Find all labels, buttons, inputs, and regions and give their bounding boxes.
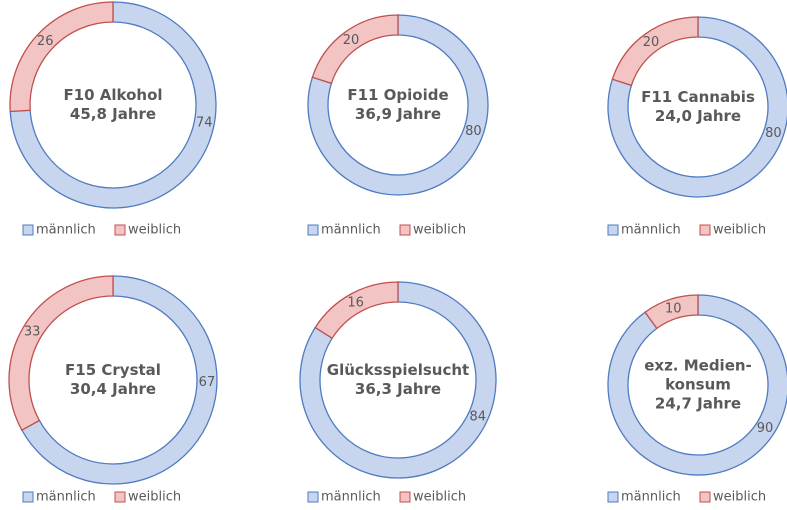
- donut-segment: [20, 275, 218, 485]
- donut-segment: [9, 1, 114, 113]
- center-title: exz. Medien-: [644, 357, 752, 375]
- data-label: 26: [37, 34, 54, 49]
- legend-swatch: [307, 224, 319, 236]
- legend-swatch: [307, 491, 319, 503]
- donut-segment: [9, 1, 217, 209]
- center-title: F11 Cannabis: [641, 88, 755, 106]
- legend-label: weiblich: [128, 223, 181, 238]
- donut-segment: [644, 294, 699, 330]
- legend-swatch: [607, 224, 619, 236]
- center-title: F11 Opioide: [347, 86, 448, 104]
- center-subtitle: 36,3 Jahre: [355, 380, 441, 398]
- center-subtitle: 30,4 Jahre: [70, 380, 156, 398]
- legend-swatch: [399, 491, 411, 503]
- donut-segment: [8, 275, 114, 431]
- center-title: F10 Alkohol: [63, 86, 162, 104]
- data-label: 74: [196, 116, 213, 131]
- legend-swatch: [22, 224, 34, 236]
- legend-label: männlich: [36, 223, 96, 238]
- center-subtitle: 36,9 Jahre: [355, 105, 441, 123]
- legend-swatch: [699, 491, 711, 503]
- legend-label: männlich: [621, 223, 681, 238]
- legend-swatch: [22, 491, 34, 503]
- data-label: 16: [347, 295, 364, 310]
- data-label: 20: [643, 35, 660, 50]
- legend-label: männlich: [321, 223, 381, 238]
- legend-label: männlich: [321, 490, 381, 505]
- donut-segment: [607, 294, 787, 476]
- donut-segment: [607, 16, 787, 198]
- center-subtitle: 45,8 Jahre: [70, 105, 156, 123]
- legend-swatch: [114, 491, 126, 503]
- data-label: 80: [465, 124, 482, 139]
- legend-label: männlich: [36, 490, 96, 505]
- legend-swatch: [699, 224, 711, 236]
- data-label: 80: [765, 126, 782, 141]
- data-label: 67: [199, 375, 216, 390]
- center-title: konsum: [665, 376, 731, 394]
- legend-label: weiblich: [713, 223, 766, 238]
- data-label: 10: [665, 301, 682, 316]
- data-label: 84: [470, 410, 487, 425]
- donut-segment: [314, 281, 399, 340]
- donut-segment: [307, 14, 489, 196]
- legend-label: weiblich: [413, 490, 466, 505]
- center-subtitle: 24,7 Jahre: [655, 395, 741, 413]
- legend-swatch: [607, 491, 619, 503]
- center-title: F15 Crystal: [65, 361, 161, 379]
- donut-segment: [299, 281, 497, 479]
- data-label: 33: [24, 325, 41, 340]
- data-label: 90: [757, 421, 774, 436]
- legend-label: weiblich: [413, 223, 466, 238]
- legend-swatch: [114, 224, 126, 236]
- legend-swatch: [399, 224, 411, 236]
- legend-label: weiblich: [713, 490, 766, 505]
- center-subtitle: 24,0 Jahre: [655, 107, 741, 125]
- donut-segment: [311, 14, 399, 85]
- center-title: Glücksspielsucht: [327, 361, 469, 379]
- legend-label: weiblich: [128, 490, 181, 505]
- legend-label: männlich: [621, 490, 681, 505]
- data-label: 20: [343, 33, 360, 48]
- donut-segment: [611, 16, 699, 87]
